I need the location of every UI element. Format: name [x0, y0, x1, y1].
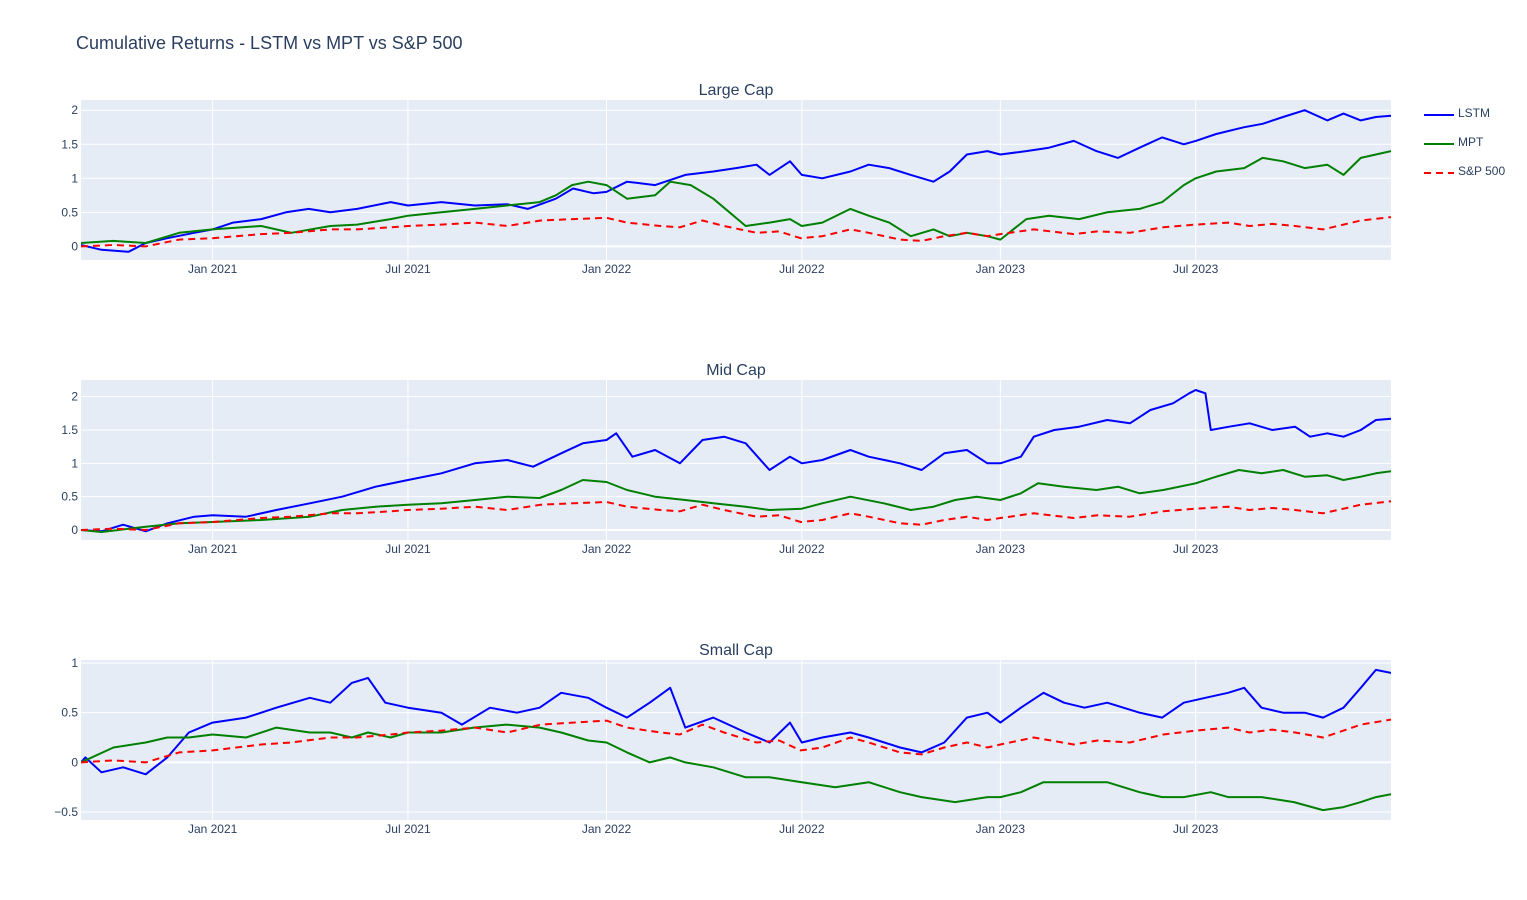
x-tick-label: Jul 2023	[1173, 262, 1219, 276]
y-tick-label: 0	[71, 239, 78, 253]
subplot-title-mid-cap: Mid Cap	[706, 362, 766, 379]
x-tick-label: Jul 2022	[779, 262, 825, 276]
series-line-lstm-mid-cap[interactable]	[81, 389, 1391, 533]
series-line-mpt-large-cap[interactable]	[81, 150, 1391, 244]
subplot-large-cap: Jan 2021 Jul 2021 Jan 2022 Jul 2022 Jan 2023…	[61, 82, 1391, 276]
y-tick-label: 0.5	[61, 205, 78, 219]
y-tick-label: 0.5	[61, 706, 78, 720]
x-tick-label: Jan 2023	[976, 262, 1026, 276]
x-tick-label: Jan 2023	[976, 822, 1026, 836]
x-tick-label: Jul 2021	[385, 542, 431, 556]
y-tick-label: 1	[71, 456, 78, 470]
legend-swatch-mpt	[1424, 143, 1454, 145]
legend-swatch-lstm	[1424, 114, 1454, 116]
subplot-title-large-cap: Large Cap	[699, 82, 774, 99]
x-tick-label: Jul 2021	[385, 822, 431, 836]
series-line-lstm-large-cap[interactable]	[81, 109, 1391, 253]
chart-title: Cumulative Returns - LSTM vs MPT vs S&P …	[76, 33, 463, 53]
x-tick-label: Jan 2022	[582, 822, 632, 836]
x-tick-label: Jan 2021	[188, 542, 238, 556]
y-tick-label: 1	[71, 171, 78, 185]
legend[interactable]: LSTM MPT S&P 500	[1422, 104, 1522, 191]
y-tick-label: −0.5	[54, 805, 78, 819]
legend-label-lstm: LSTM	[1458, 106, 1491, 120]
subplot-title-small-cap: Small Cap	[699, 642, 773, 659]
series-line-sp-500-small-cap[interactable]	[81, 718, 1391, 764]
series-line-lstm-small-cap[interactable]	[81, 668, 1391, 776]
y-tick-label: 2	[71, 103, 78, 117]
series-line-sp-500-mid-cap[interactable]	[81, 500, 1391, 531]
plot-area-mid-cap[interactable]	[81, 380, 1391, 540]
y-tick-label: 0	[71, 523, 78, 537]
legend-item-mpt[interactable]: MPT	[1422, 133, 1522, 162]
y-tick-label: 1	[71, 656, 78, 670]
plot-area-small-cap[interactable]	[81, 660, 1391, 820]
legend-label-mpt: MPT	[1458, 135, 1484, 149]
x-tick-label: Jan 2022	[582, 542, 632, 556]
x-tick-label: Jan 2021	[188, 822, 238, 836]
plot-area-large-cap[interactable]	[81, 100, 1391, 260]
series-line-mpt-small-cap[interactable]	[81, 723, 1391, 812]
y-tick-label: 2	[71, 390, 78, 404]
series-line-mpt-mid-cap[interactable]	[81, 469, 1391, 533]
x-tick-label: Jul 2022	[779, 822, 825, 836]
y-tick-label: 0.5	[61, 490, 78, 504]
x-tick-label: Jul 2021	[385, 262, 431, 276]
legend-item-lstm[interactable]: LSTM	[1422, 104, 1522, 133]
x-tick-label: Jul 2023	[1173, 542, 1219, 556]
y-tick-label: 0	[71, 755, 78, 769]
x-tick-label: Jan 2022	[582, 262, 632, 276]
subplot-mid-cap: Jan 2021 Jul 2021 Jan 2022 Jul 2022 Jan 2023…	[61, 362, 1391, 556]
series-line-sp-500-large-cap[interactable]	[81, 216, 1391, 248]
x-tick-label: Jul 2022	[779, 542, 825, 556]
x-tick-label: Jul 2023	[1173, 822, 1219, 836]
y-tick-label: 1.5	[61, 137, 78, 151]
legend-label-sp500: S&P 500	[1458, 164, 1506, 178]
legend-swatch-sp500	[1424, 172, 1454, 174]
legend-item-sp500[interactable]: S&P 500	[1422, 162, 1522, 191]
x-tick-label: Jan 2023	[976, 542, 1026, 556]
y-tick-label: 1.5	[61, 423, 78, 437]
subplot-small-cap: Jan 2021 Jul 2021 Jan 2022 Jul 2022 Jan 2023…	[54, 642, 1391, 836]
x-tick-label: Jan 2021	[188, 262, 238, 276]
